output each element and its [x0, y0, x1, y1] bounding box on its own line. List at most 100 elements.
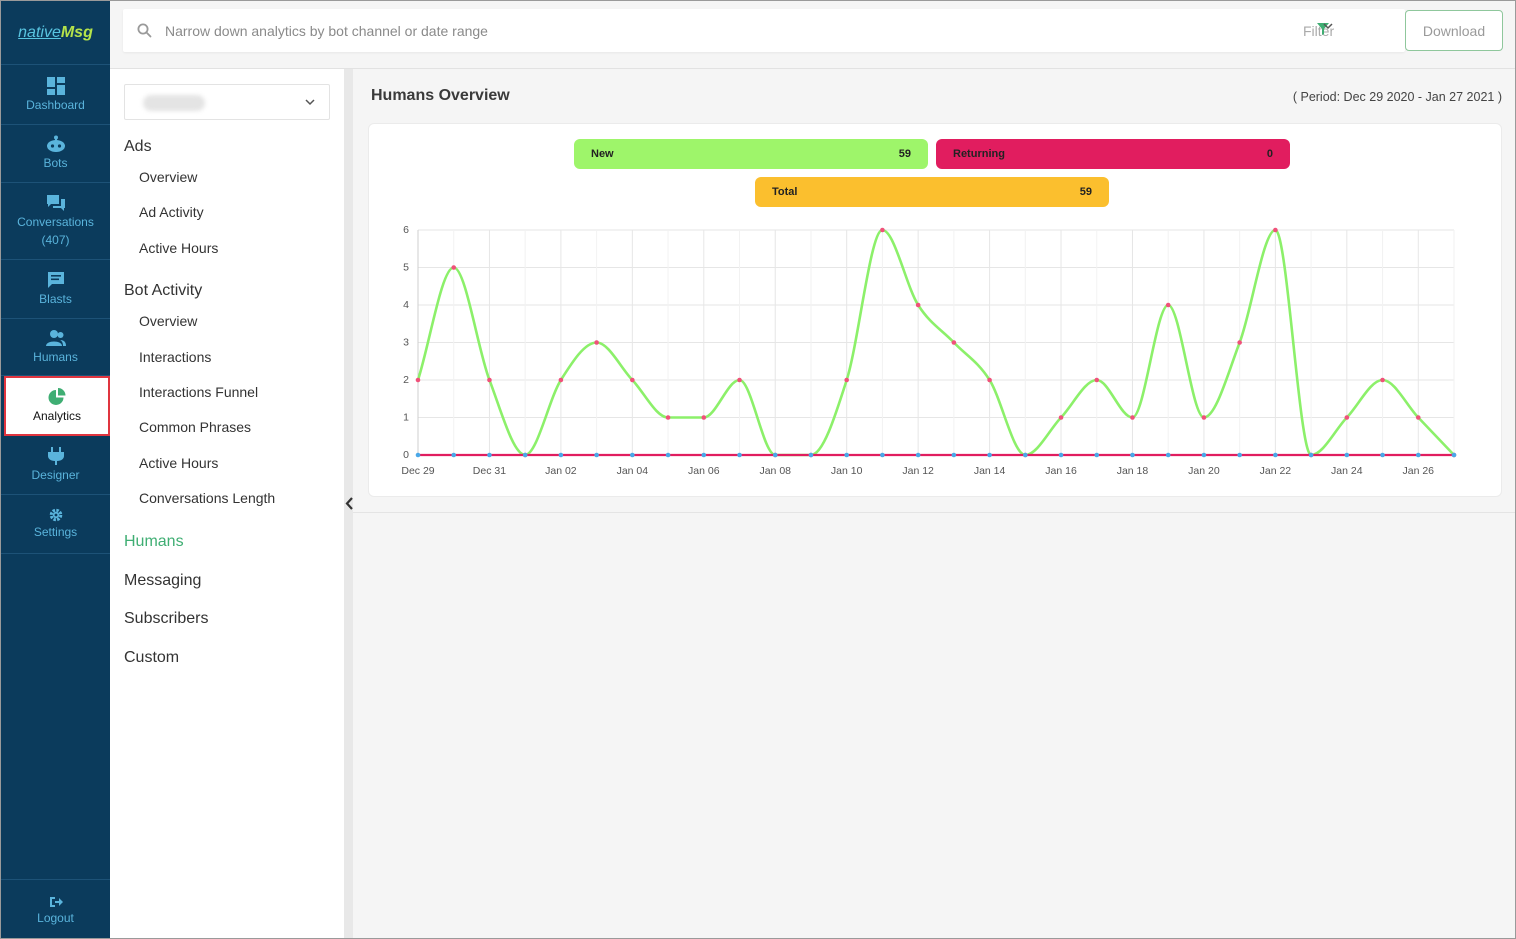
- data-point-returning: [951, 452, 957, 458]
- data-point-returning: [1273, 452, 1278, 458]
- search-input[interactable]: [165, 9, 1285, 52]
- data-point-returning: [1380, 452, 1385, 458]
- data-point-returning: [880, 452, 885, 458]
- data-point-returning: [1023, 452, 1028, 458]
- plug-icon: [47, 446, 64, 465]
- humans-overview-panel: Humans Overview ( Period: Dec 29 2020 - …: [353, 69, 1515, 513]
- submenu-link-custom[interactable]: Custom: [124, 649, 180, 666]
- stat-new: New 59: [574, 139, 928, 169]
- data-point-new: [701, 415, 707, 420]
- nav-dashboard[interactable]: Dashboard: [1, 66, 110, 125]
- data-point-new: [487, 377, 492, 383]
- data-point-new: [451, 265, 457, 270]
- data-point-new: [558, 377, 564, 383]
- x-tick-label: Jan 12: [902, 465, 934, 477]
- stat-returning-value: 0: [1266, 148, 1273, 160]
- data-point-new: [1415, 415, 1421, 420]
- main-content: Humans Overview ( Period: Dec 29 2020 - …: [353, 69, 1515, 938]
- data-point-new: [665, 415, 671, 420]
- submenu-link-messaging[interactable]: Messaging: [124, 572, 202, 589]
- submenu-section-ads[interactable]: Ads: [124, 138, 152, 155]
- nav-blasts-label: Blasts: [39, 291, 72, 306]
- page-title: Humans Overview: [371, 87, 510, 104]
- data-point-new: [1344, 415, 1350, 420]
- data-point-new: [880, 227, 885, 233]
- submenu-section-bot-activity[interactable]: Bot Activity: [124, 282, 203, 299]
- data-point-returning: [487, 452, 492, 458]
- nav-blasts[interactable]: Blasts: [1, 260, 110, 319]
- stat-total-label: Total: [772, 186, 798, 198]
- submenu-bot-active-hours[interactable]: Active Hours: [139, 455, 219, 471]
- data-point-new: [1201, 415, 1207, 420]
- chevron-down-icon: [1323, 23, 1333, 30]
- x-tick-label: Jan 18: [1117, 465, 1149, 477]
- data-point-returning: [987, 452, 992, 458]
- search-icon: [137, 23, 152, 38]
- data-point-new: [1130, 415, 1135, 420]
- submenu-bot-common-phrases[interactable]: Common Phrases: [139, 419, 252, 435]
- nav-humans[interactable]: Humans: [1, 319, 110, 376]
- data-point-new: [1165, 302, 1171, 308]
- submenu-bot-interactions-funnel[interactable]: Interactions Funnel: [139, 384, 259, 400]
- pie-chart-icon: [48, 387, 66, 405]
- data-point-new: [415, 377, 421, 383]
- data-point-returning: [1237, 452, 1242, 458]
- x-tick-label: Jan 24: [1331, 465, 1363, 477]
- nav-conversations-count: (407): [41, 232, 70, 247]
- top-bar: Filter Download: [110, 1, 1515, 69]
- data-point-new: [737, 377, 742, 383]
- y-tick-label: 0: [403, 449, 409, 461]
- chevron-left-icon: [345, 496, 353, 510]
- nav-dashboard-label: Dashboard: [26, 97, 85, 112]
- data-point-returning: [451, 452, 457, 458]
- download-button[interactable]: Download: [1405, 10, 1503, 51]
- bot-select[interactable]: [124, 84, 330, 120]
- data-point-new: [951, 340, 957, 345]
- nav-conversations[interactable]: Conversations (407): [1, 183, 110, 260]
- nav-humans-label: Humans: [33, 349, 78, 364]
- nav-settings[interactable]: Settings: [1, 495, 110, 554]
- data-point-new: [844, 377, 849, 383]
- submenu-link-humans[interactable]: Humans: [124, 533, 184, 550]
- analytics-submenu: Ads Overview Ad Activity Active Hours Bo…: [110, 69, 344, 938]
- submenu-bot-interactions[interactable]: Interactions: [139, 349, 212, 365]
- y-tick-label: 1: [403, 412, 409, 424]
- stat-returning: Returning 0: [936, 139, 1290, 169]
- data-point-new: [915, 302, 921, 308]
- nav-analytics[interactable]: Analytics: [4, 376, 110, 436]
- data-point-returning: [522, 452, 528, 458]
- collapse-submenu-button[interactable]: [342, 494, 356, 512]
- stat-new-value: 59: [898, 148, 911, 160]
- nav-bots[interactable]: Bots: [1, 125, 110, 183]
- submenu-bot-overview[interactable]: Overview: [139, 313, 198, 329]
- data-point-new: [630, 377, 635, 383]
- nav-bots-label: Bots: [43, 156, 68, 170]
- x-tick-label: Jan 04: [617, 465, 649, 477]
- submenu-ads-overview[interactable]: Overview: [139, 169, 198, 185]
- series-line-new: [416, 228, 1455, 457]
- data-point-returning: [665, 452, 671, 458]
- filter-dropdown[interactable]: Filter: [1303, 9, 1403, 52]
- submenu-divider: [344, 69, 353, 938]
- submenu-ads-ad-activity[interactable]: Ad Activity: [139, 204, 204, 220]
- data-point-returning: [1308, 452, 1314, 458]
- submenu-bot-conversations-length[interactable]: Conversations Length: [139, 490, 276, 506]
- x-tick-label: Jan 10: [831, 465, 863, 477]
- data-point-returning: [1165, 452, 1171, 458]
- data-point-returning: [558, 452, 564, 458]
- period-label: ( Period: Dec 29 2020 - Jan 27 2021 ): [1292, 90, 1502, 104]
- data-point-returning: [915, 452, 921, 458]
- x-tick-label: Jan 20: [1188, 465, 1220, 477]
- nav-designer[interactable]: Designer: [1, 436, 110, 495]
- data-point-returning: [1094, 452, 1100, 458]
- data-point-new: [594, 340, 599, 345]
- submenu-link-subscribers[interactable]: Subscribers: [124, 610, 209, 627]
- users-icon: [45, 329, 66, 346]
- logo[interactable]: nativeMsg: [1, 1, 110, 65]
- nav-logout[interactable]: Logout: [1, 879, 110, 938]
- x-tick-label: Jan 16: [1045, 465, 1077, 477]
- logout-icon: [49, 896, 63, 907]
- submenu-ads-active-hours[interactable]: Active Hours: [139, 240, 219, 256]
- data-point-new: [1237, 340, 1242, 345]
